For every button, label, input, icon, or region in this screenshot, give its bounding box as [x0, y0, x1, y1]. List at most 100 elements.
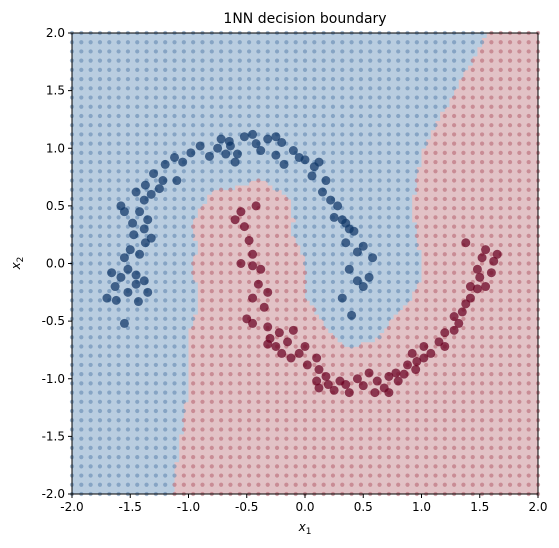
- region-cell: [109, 466, 115, 472]
- region-cell: [300, 115, 306, 121]
- region-cell: [146, 434, 152, 440]
- region-cell: [267, 92, 273, 98]
- region-cell: [146, 406, 152, 412]
- region-cell: [281, 235, 287, 241]
- region-cell: [221, 46, 227, 52]
- region-cell: [221, 226, 227, 232]
- region-cell: [90, 383, 96, 389]
- region-cell: [109, 106, 115, 112]
- region-cell: [151, 217, 157, 223]
- region-cell: [291, 383, 297, 389]
- region-cell: [244, 286, 250, 292]
- region-cell: [202, 309, 208, 315]
- region-cell: [277, 157, 283, 163]
- region-cell: [258, 258, 264, 264]
- region-cell: [216, 318, 222, 324]
- region-cell: [174, 139, 180, 145]
- region-cell: [197, 411, 203, 417]
- region-cell: [202, 175, 208, 181]
- region-cell: [151, 406, 157, 412]
- region-cell: [258, 383, 264, 389]
- region-cell: [169, 447, 175, 453]
- region-cell: [300, 79, 306, 85]
- region-cell: [281, 231, 287, 237]
- region-cell: [109, 212, 115, 218]
- region-cell: [99, 157, 106, 163]
- region-cell: [221, 443, 227, 449]
- region-cell: [95, 364, 101, 370]
- region-cell: [104, 364, 110, 370]
- region-cell: [113, 360, 119, 366]
- region-cell: [165, 189, 171, 195]
- region-cell: [281, 457, 287, 463]
- region-cell: [165, 434, 171, 440]
- region-cell: [76, 295, 82, 301]
- region-cell: [165, 185, 171, 191]
- region-cell: [169, 475, 175, 481]
- region-cell: [286, 97, 292, 103]
- region-cell: [272, 235, 278, 241]
- region-cell: [225, 466, 231, 472]
- region-cell: [174, 360, 180, 366]
- region-cell: [169, 411, 175, 417]
- region-cell: [249, 369, 255, 375]
- region-cell: [132, 148, 138, 154]
- region-cell: [272, 125, 278, 131]
- region-cell: [174, 332, 180, 338]
- region-cell: [169, 291, 175, 297]
- region-cell: [221, 346, 227, 352]
- region-cell: [113, 198, 119, 204]
- region-cell: [174, 272, 180, 278]
- region-cell: [202, 203, 208, 209]
- region-cell: [295, 254, 301, 260]
- region-cell: [300, 304, 306, 310]
- region-cell: [272, 323, 278, 329]
- region-cell: [81, 217, 87, 223]
- region-cell: [90, 171, 96, 177]
- region-cell: [174, 208, 180, 214]
- region-cell: [193, 171, 199, 177]
- region-cell: [118, 466, 124, 472]
- region-cell: [277, 434, 283, 440]
- region-cell: [179, 351, 185, 357]
- region-cell: [72, 369, 78, 375]
- region-cell: [207, 374, 213, 380]
- region-cell: [197, 51, 203, 57]
- region-cell: [169, 268, 175, 274]
- region-cell: [188, 281, 194, 287]
- region-cell: [113, 37, 119, 43]
- region-cell: [165, 268, 171, 274]
- region-cell: [239, 484, 245, 490]
- region-cell: [272, 457, 278, 463]
- region-cell: [197, 180, 203, 186]
- region-cell: [277, 304, 283, 310]
- region-cell: [160, 65, 166, 71]
- region-cell: [72, 392, 78, 398]
- region-cell: [258, 60, 264, 66]
- region-cell: [202, 198, 208, 204]
- region-cell: [267, 415, 273, 421]
- region-cell: [286, 281, 292, 287]
- region-cell: [118, 226, 124, 232]
- region-cell: [155, 392, 161, 398]
- region-cell: [104, 272, 110, 278]
- region-cell: [235, 222, 241, 228]
- region-cell: [291, 56, 297, 62]
- region-cell: [155, 60, 161, 66]
- region-cell: [253, 457, 259, 463]
- region-cell: [169, 351, 175, 357]
- region-cell: [160, 304, 166, 310]
- region-cell: [137, 341, 143, 347]
- region-cell: [225, 434, 231, 440]
- region-cell: [188, 443, 194, 449]
- region-cell: [263, 461, 269, 467]
- region-cell: [99, 222, 106, 228]
- region-cell: [165, 240, 171, 246]
- region-cell: [160, 337, 166, 343]
- region-cell: [174, 355, 180, 361]
- region-cell: [137, 318, 143, 324]
- region-cell: [230, 429, 236, 435]
- region-cell: [81, 46, 87, 52]
- region-cell: [90, 254, 96, 260]
- region-cell: [174, 189, 180, 195]
